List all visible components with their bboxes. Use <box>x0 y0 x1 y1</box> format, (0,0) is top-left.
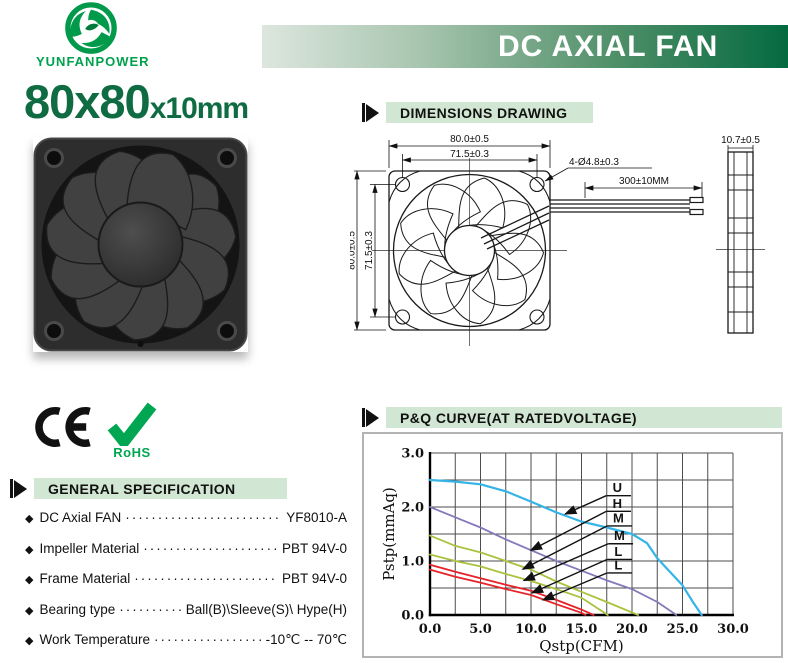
dim-width-outer: 80.0±0.5 <box>450 134 489 145</box>
section-marker-icon <box>362 408 379 427</box>
brand-logo-icon <box>65 2 117 54</box>
dim-height-inner: 71.5±0.3 <box>364 231 375 270</box>
banner: DC AXIAL FAN <box>262 25 788 68</box>
series-label-M: M <box>613 510 624 525</box>
x-tick-label: 5.0 <box>469 622 492 637</box>
rohs-label: RoHS <box>113 445 151 460</box>
mounting-holes <box>44 148 237 341</box>
product-size-title: 80x80 x10mm <box>24 74 249 129</box>
series-label-arrow <box>529 510 607 551</box>
curve-U <box>428 478 703 617</box>
pq-chart-container: 0.0 5.0 10.0 15.0 20.0 25.0 30.0 0.0 1.0 2.0 3.0 Qs… <box>362 432 783 658</box>
diamond-bullet-icon: ◆ <box>25 543 34 556</box>
y-axis-title: Pstp(mmAq) <box>380 487 398 581</box>
rohs-mark: RoHS <box>105 402 159 460</box>
dot-leader: ········································ <box>119 601 182 617</box>
spec-name: DC Axial FAN <box>39 510 122 525</box>
dimension-lines <box>354 140 754 331</box>
brand-logo: YUNFANPOWER <box>36 2 150 69</box>
section-title: GENERAL SPECIFICATION <box>48 480 236 497</box>
spec-value: PBT 94V-0 <box>281 540 347 556</box>
pq-chart: 0.0 5.0 10.0 15.0 20.0 25.0 30.0 0.0 1.0 2.0 3.0 Qs… <box>380 447 749 656</box>
spec-row: ◆ Frame Material ·······················… <box>25 570 347 589</box>
curve-H <box>429 506 678 616</box>
spec-row: ◆ Work Temperature ·····················… <box>25 631 347 650</box>
section-title: DIMENSIONS DRAWING <box>400 104 568 121</box>
section-header-pq-curve: P&Q CURVE(AT RATEDVOLTAGE) <box>362 407 782 428</box>
diamond-bullet-icon: ◆ <box>25 635 34 647</box>
section-marker-icon <box>10 479 27 498</box>
spec-value: Ball(B)\Sleeve(S)\ Hype(H) <box>185 601 347 617</box>
series-label-H: H <box>613 496 622 511</box>
size-sub: x10mm <box>149 92 249 125</box>
rohs-check-icon <box>107 402 157 451</box>
y-tick-label: 0.0 <box>401 609 424 624</box>
front-view <box>388 170 551 331</box>
curve-M <box>429 553 609 616</box>
x-tick-label: 25.0 <box>667 622 699 637</box>
spec-row: ◆ Impeller Material ····················… <box>25 540 347 559</box>
series-label-arrow <box>541 572 608 601</box>
spec-name: Work Temperature <box>39 632 151 647</box>
diamond-bullet-icon: ◆ <box>25 574 34 586</box>
series-label-arrow <box>530 558 608 594</box>
spec-value: PBT 94V-0 <box>281 571 347 586</box>
series-label-U: U <box>613 480 622 495</box>
y-tick-label: 2.0 <box>401 501 424 516</box>
dot-leader: ········································ <box>154 632 262 647</box>
x-tick-label: 15.0 <box>566 622 598 637</box>
dim-holes: 4-Ø4.8±0.3 <box>569 157 619 168</box>
series-label-arrow <box>563 495 607 515</box>
dim-wire-length: 300±10MM <box>619 176 669 187</box>
dot-leader: ········································ <box>134 571 278 586</box>
spec-row: ◆ Bearing type ·························… <box>25 601 347 620</box>
spec-row: ◆ DC Axial FAN ·························… <box>25 509 347 528</box>
section-marker-icon <box>362 103 379 122</box>
series-label-M: M <box>614 528 625 543</box>
side-view <box>727 151 754 334</box>
series-label-L: L <box>614 557 622 572</box>
pq-plot: 0.0 5.0 10.0 15.0 20.0 25.0 30.0 0.0 1.0 2.0 3.0 Qs… <box>380 447 749 656</box>
ce-mark-icon <box>35 407 91 447</box>
fan-photo-illustration <box>33 137 248 352</box>
section-title: P&Q CURVE(AT RATEDVOLTAGE) <box>400 409 637 426</box>
dim-thickness: 10.7±0.5 <box>721 135 760 146</box>
general-specification-list: ◆ DC Axial FAN ·························… <box>25 509 347 662</box>
y-tick-label: 1.0 <box>401 555 424 570</box>
spec-value: -10℃ -- 70℃ <box>265 632 347 647</box>
size-main: 80x80 <box>24 75 151 128</box>
section-header-general: GENERAL SPECIFICATION <box>10 478 287 499</box>
lead-wires <box>550 196 704 216</box>
x-tick-label: 30.0 <box>717 622 749 637</box>
x-tick-label: 0.0 <box>419 622 442 637</box>
banner-title: DC AXIAL FAN <box>498 29 719 63</box>
x-tick-label: 20.0 <box>616 622 648 637</box>
x-tick-label: 10.0 <box>515 622 547 637</box>
curve-L <box>429 568 587 616</box>
y-tick-label: 3.0 <box>401 447 424 462</box>
dot-leader: ········································ <box>125 510 282 525</box>
series-label-arrow <box>522 543 609 582</box>
x-axis-title: Qstp(CFM) <box>539 637 624 655</box>
brand-name: YUNFANPOWER <box>36 54 150 69</box>
spec-value: YF8010-A <box>286 510 347 525</box>
curve-L <box>429 563 595 616</box>
diamond-bullet-icon: ◆ <box>25 604 34 617</box>
spec-name: Frame Material <box>39 571 131 586</box>
series-label-L: L <box>614 544 622 559</box>
spec-name: Impeller Material <box>39 540 140 556</box>
dim-height-outer: 80.0±0.5 <box>350 231 358 270</box>
series-label-arrow <box>521 525 608 570</box>
dimensions-drawing: 80.0±0.5 71.5±0.3 80.0±0.5 71.5±0.3 4-Ø4… <box>350 134 765 346</box>
product-photo <box>33 137 248 352</box>
dot-leader: ········································ <box>143 540 278 556</box>
spec-name: Bearing type <box>39 601 116 617</box>
section-header-dimensions: DIMENSIONS DRAWING <box>362 102 593 123</box>
diamond-bullet-icon: ◆ <box>25 513 34 525</box>
dim-width-inner: 71.5±0.3 <box>450 149 489 160</box>
